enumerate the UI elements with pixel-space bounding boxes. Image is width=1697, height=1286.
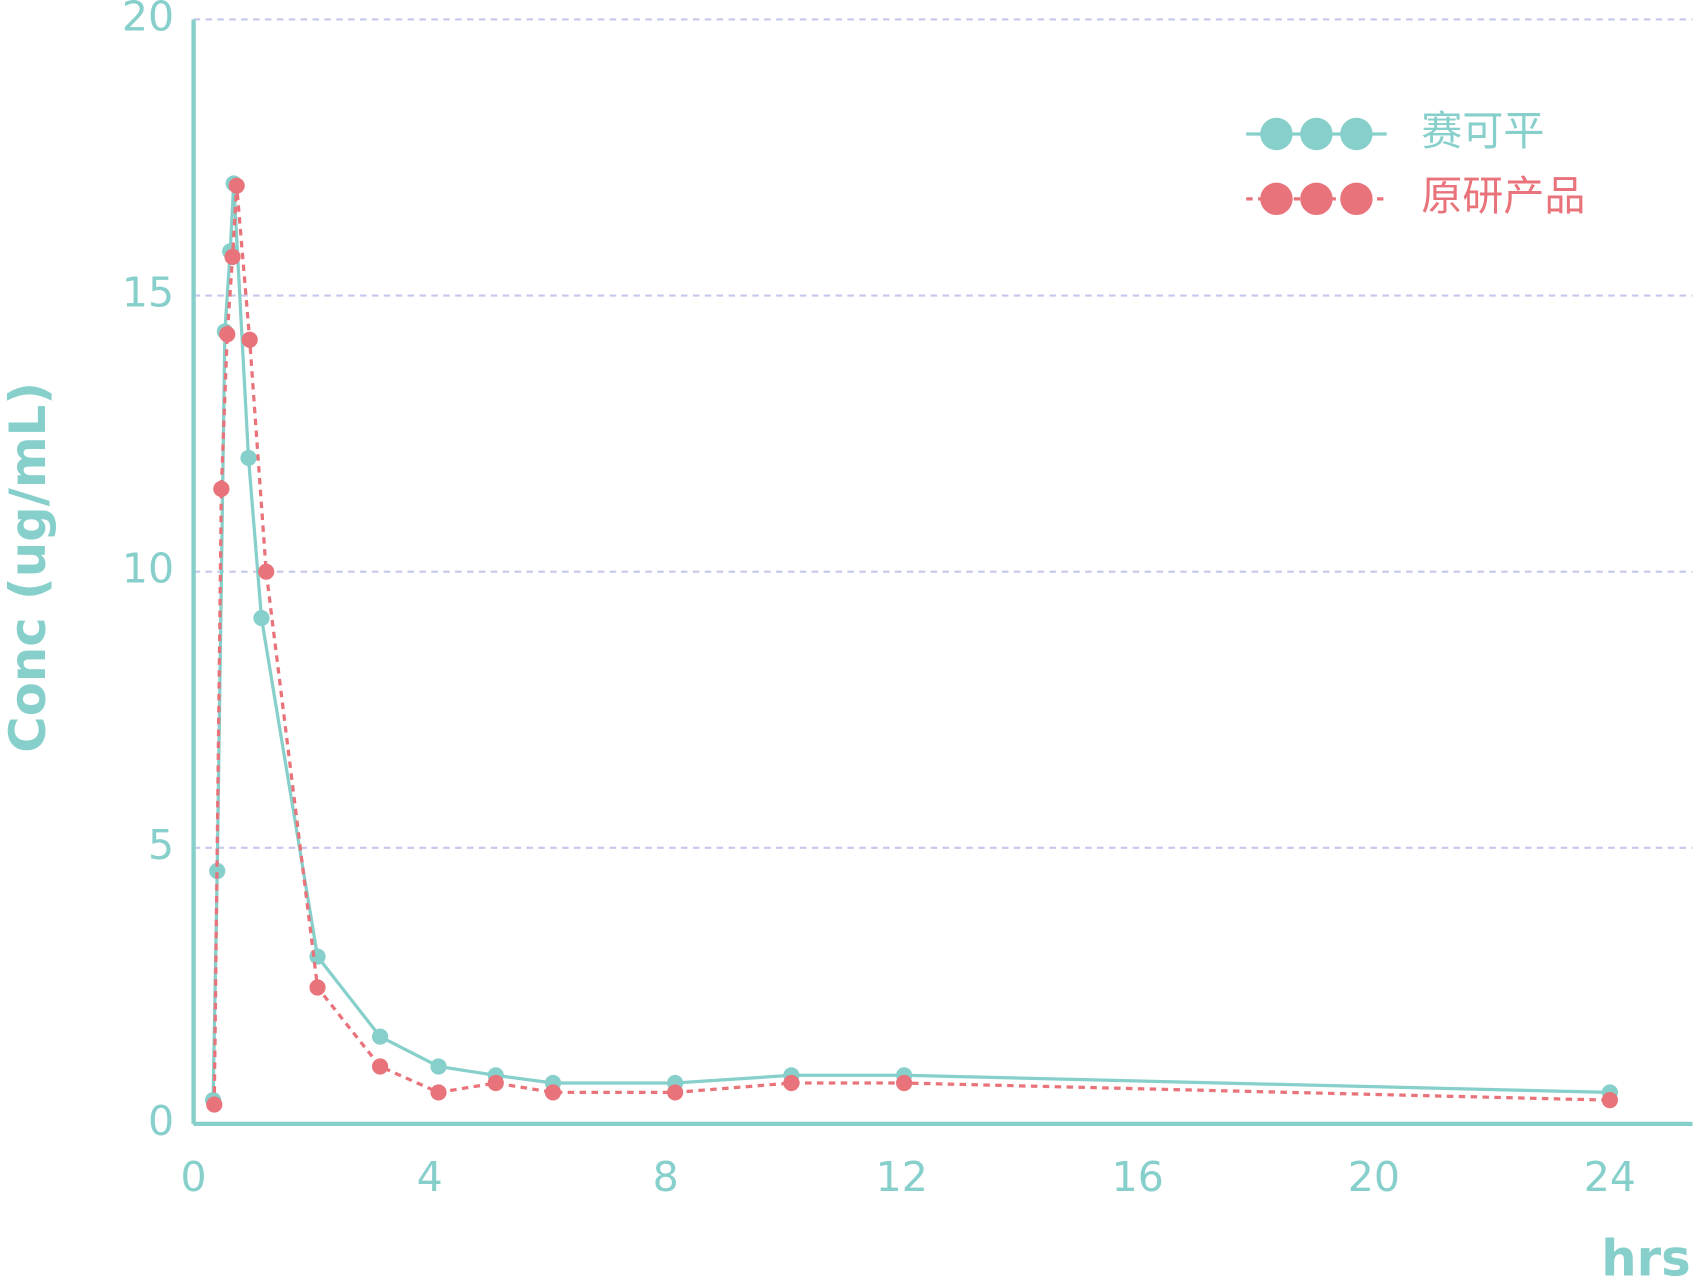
- x-tick-label: 24: [1584, 1153, 1636, 1201]
- data-point: [667, 1084, 684, 1101]
- x-tick-label: 0: [181, 1153, 207, 1201]
- data-point: [371, 1058, 389, 1075]
- y-axis-label: Conc (ug/mL): [0, 382, 57, 753]
- data-point: [896, 1074, 913, 1092]
- data-point: [371, 1028, 389, 1045]
- data-point: [783, 1074, 800, 1092]
- data-point: [209, 862, 226, 880]
- data-point: [213, 480, 230, 497]
- data-point: [241, 331, 258, 348]
- y-tick-label: 0: [148, 1097, 174, 1145]
- legend-marker: [1300, 117, 1333, 151]
- legend-marker: [1300, 182, 1333, 216]
- data-point: [1601, 1092, 1618, 1109]
- x-axis-label: hrs: [1601, 1230, 1690, 1286]
- legend-marker: [1340, 182, 1373, 216]
- legend-label: 原研产品: [1421, 172, 1585, 220]
- x-tick-label: 8: [653, 1153, 679, 1201]
- data-point: [206, 1096, 223, 1113]
- y-tick-label: 20: [122, 0, 174, 40]
- x-tick-label: 4: [417, 1153, 443, 1201]
- legend-marker: [1260, 182, 1293, 216]
- legend-marker: [1260, 117, 1293, 151]
- data-point: [258, 563, 275, 580]
- legend-marker: [1340, 117, 1373, 151]
- series-line: [212, 185, 1610, 1105]
- data-point: [487, 1074, 504, 1092]
- data-point: [228, 177, 245, 194]
- y-tick-label: 10: [122, 545, 174, 593]
- y-tick-label: 15: [122, 269, 174, 317]
- data-point: [240, 449, 257, 467]
- data-point: [430, 1084, 447, 1101]
- data-point: [224, 248, 241, 266]
- data-point: [544, 1084, 562, 1101]
- data-point: [309, 979, 326, 996]
- series-line: [211, 183, 1610, 1101]
- x-tick-label: 12: [876, 1153, 928, 1201]
- data-point: [430, 1058, 447, 1075]
- x-tick-label: 16: [1112, 1153, 1164, 1201]
- y-tick-label: 5: [148, 821, 174, 869]
- x-tick-label: 20: [1348, 1153, 1400, 1201]
- data-point: [253, 609, 270, 627]
- data-point: [219, 326, 236, 343]
- legend-label: 赛可平: [1421, 107, 1544, 155]
